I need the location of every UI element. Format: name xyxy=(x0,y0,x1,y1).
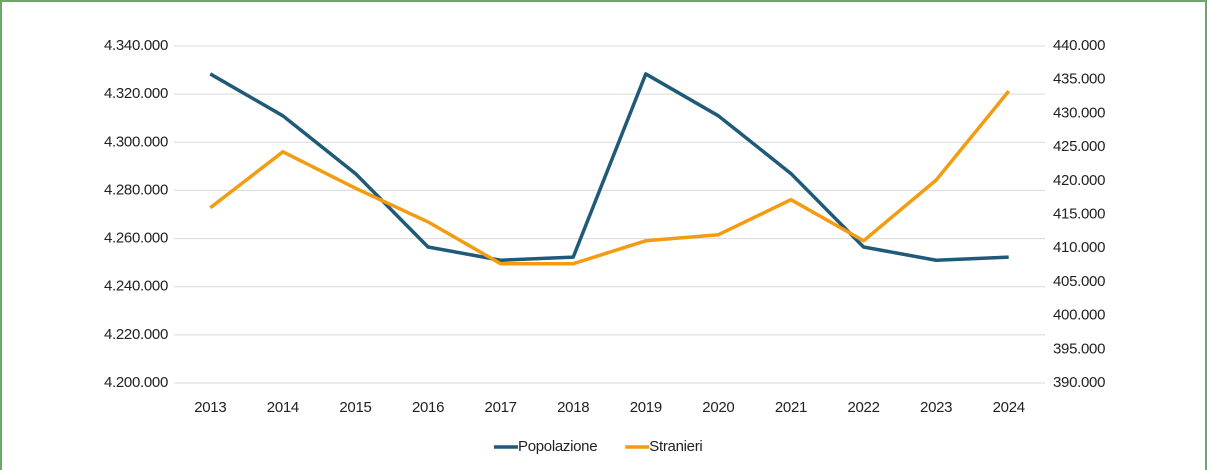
line-series xyxy=(209,90,1011,266)
y-tick-label: 4.280.000 xyxy=(104,181,168,198)
x-tick-label: 2020 xyxy=(702,399,734,416)
y2-tick-label: 405.000 xyxy=(1053,273,1105,290)
y2-tick-label: 410.000 xyxy=(1053,239,1105,256)
y2-tick-label: 400.000 xyxy=(1053,307,1105,324)
y2-tick-label: 390.000 xyxy=(1053,374,1105,391)
y-tick-label: 4.300.000 xyxy=(104,133,168,150)
line-series xyxy=(209,72,1009,262)
x-tick-label: 2022 xyxy=(847,399,879,416)
y2-tick-label: 430.000 xyxy=(1053,104,1105,121)
y2-tick-label: 395.000 xyxy=(1053,340,1105,357)
y-tick-label: 4.340.000 xyxy=(104,37,168,54)
y2-tick-label: 435.000 xyxy=(1053,71,1105,88)
x-tick-label: 2023 xyxy=(920,399,952,416)
x-tick-label: 2016 xyxy=(412,399,444,416)
x-tick-label: 2013 xyxy=(194,399,226,416)
x-tick-label: 2021 xyxy=(775,399,807,416)
y-tick-label: 4.260.000 xyxy=(104,230,168,247)
y-tick-label: 4.320.000 xyxy=(104,85,168,102)
y2-tick-label: 420.000 xyxy=(1053,172,1105,189)
x-tick-label: 2017 xyxy=(485,399,517,416)
y-tick-label: 4.200.000 xyxy=(104,374,168,391)
y2-tick-label: 440.000 xyxy=(1053,37,1105,54)
y2-tick-label: 425.000 xyxy=(1053,138,1105,155)
y-tick-label: 4.240.000 xyxy=(104,278,168,295)
x-tick-label: 2019 xyxy=(630,399,662,416)
x-tick-label: 2018 xyxy=(557,399,589,416)
y2-tick-label: 415.000 xyxy=(1053,205,1105,222)
y-tick-label: 4.220.000 xyxy=(104,326,168,343)
x-tick-label: 2024 xyxy=(993,399,1025,416)
legend-label: Stranieri xyxy=(649,438,702,455)
x-tick-label: 2015 xyxy=(339,399,371,416)
legend-label: Popolazione xyxy=(518,438,597,455)
x-tick-label: 2014 xyxy=(267,399,299,416)
